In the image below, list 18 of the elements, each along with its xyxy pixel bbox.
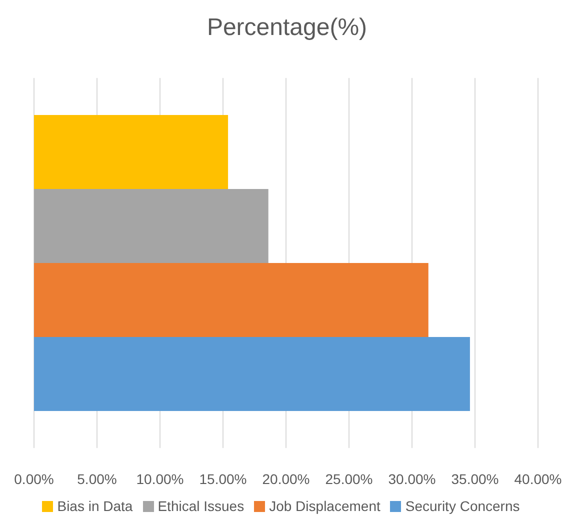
- x-tick-label: 15.00%: [199, 470, 247, 487]
- bar: [34, 115, 228, 189]
- legend-label: Job Displacement: [269, 498, 380, 514]
- x-tick-label: 0.00%: [14, 470, 54, 487]
- x-tick-label: 20.00%: [262, 470, 310, 487]
- x-tick-label: 10.00%: [136, 470, 184, 487]
- legend-label: Ethical Issues: [158, 498, 244, 514]
- bar: [34, 189, 268, 263]
- x-tick-label: 25.00%: [325, 470, 373, 487]
- chart-title: Percentage(%): [206, 13, 368, 43]
- x-tick-label: 40.00%: [514, 470, 562, 487]
- x-tick-label: 30.00%: [388, 470, 436, 487]
- bar: [34, 337, 470, 411]
- legend-label: Bias in Data: [57, 498, 133, 514]
- legend-label: Security Concerns: [405, 498, 520, 514]
- x-tick-label: 5.00%: [77, 470, 117, 487]
- x-tick-label: 35.00%: [451, 470, 499, 487]
- bar: [34, 263, 428, 337]
